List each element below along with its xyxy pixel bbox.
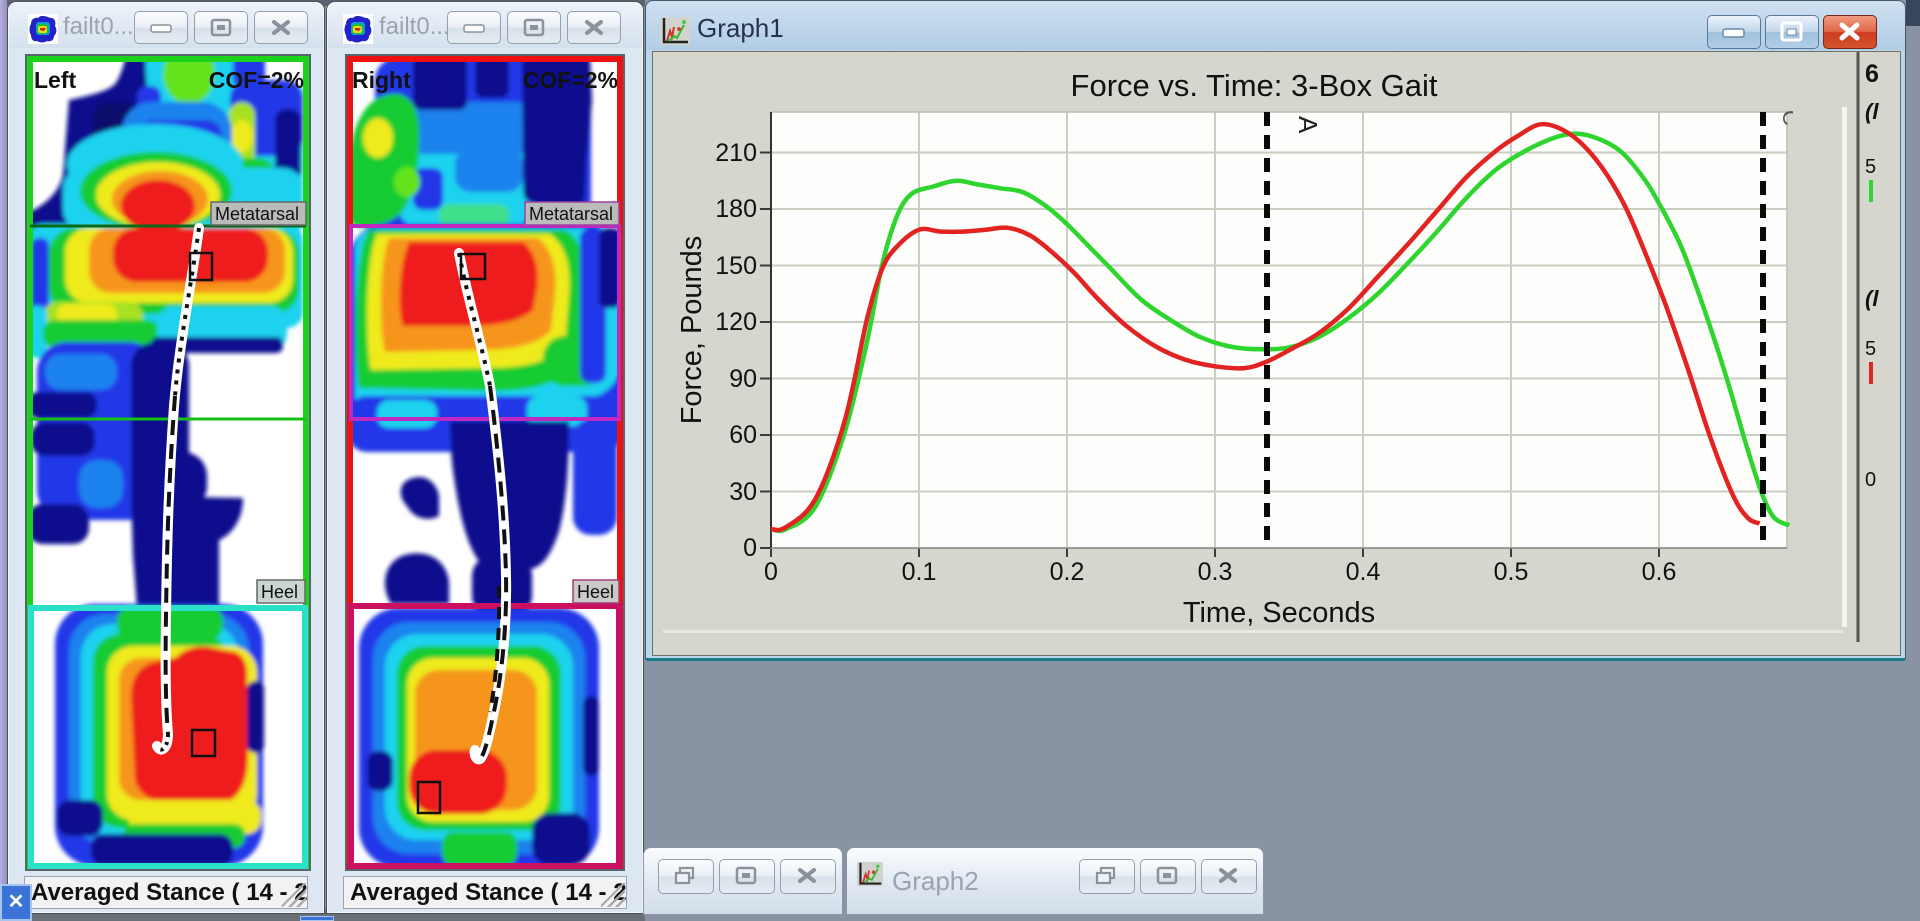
svg-text:Force vs. Time: 3-Box Gait: Force vs. Time: 3-Box Gait — [1071, 68, 1438, 103]
svg-text:Metatarsal: Metatarsal — [215, 204, 299, 224]
svg-text:180: 180 — [715, 195, 757, 223]
svg-text:0.1: 0.1 — [902, 558, 937, 586]
svg-text:A: A — [1293, 116, 1323, 134]
svg-text:60: 60 — [729, 421, 757, 449]
svg-text:0: 0 — [1865, 469, 1876, 491]
svg-text:0.4: 0.4 — [1346, 558, 1381, 586]
svg-text:Metatarsal: Metatarsal — [529, 204, 613, 224]
svg-text:COF=2%: COF=2% — [523, 67, 618, 93]
svg-text:Heel: Heel — [577, 582, 614, 602]
svg-text:Time, Seconds: Time, Seconds — [1183, 597, 1375, 629]
svg-text:(l: (l — [1865, 99, 1879, 124]
svg-text:5: 5 — [1865, 338, 1876, 360]
svg-text:0.2: 0.2 — [1050, 558, 1085, 586]
svg-text:Left: Left — [34, 67, 77, 93]
svg-text:120: 120 — [715, 308, 757, 336]
svg-text:Force, Pounds: Force, Pounds — [676, 236, 708, 425]
svg-text:COF=2%: COF=2% — [209, 67, 304, 93]
svg-text:(l: (l — [1865, 286, 1879, 311]
svg-text:6: 6 — [1865, 60, 1879, 88]
svg-text:0: 0 — [743, 534, 757, 562]
svg-text:210: 210 — [715, 139, 757, 167]
svg-text:0.5: 0.5 — [1494, 558, 1529, 586]
svg-text:Right: Right — [352, 67, 411, 93]
svg-text:90: 90 — [729, 365, 757, 393]
svg-text:150: 150 — [715, 252, 757, 280]
svg-text:0: 0 — [764, 558, 778, 586]
svg-text:30: 30 — [729, 478, 757, 506]
svg-text:0.3: 0.3 — [1198, 558, 1233, 586]
svg-text:Heel: Heel — [261, 582, 298, 602]
svg-text:0.6: 0.6 — [1642, 558, 1677, 586]
svg-text:5: 5 — [1865, 156, 1876, 178]
